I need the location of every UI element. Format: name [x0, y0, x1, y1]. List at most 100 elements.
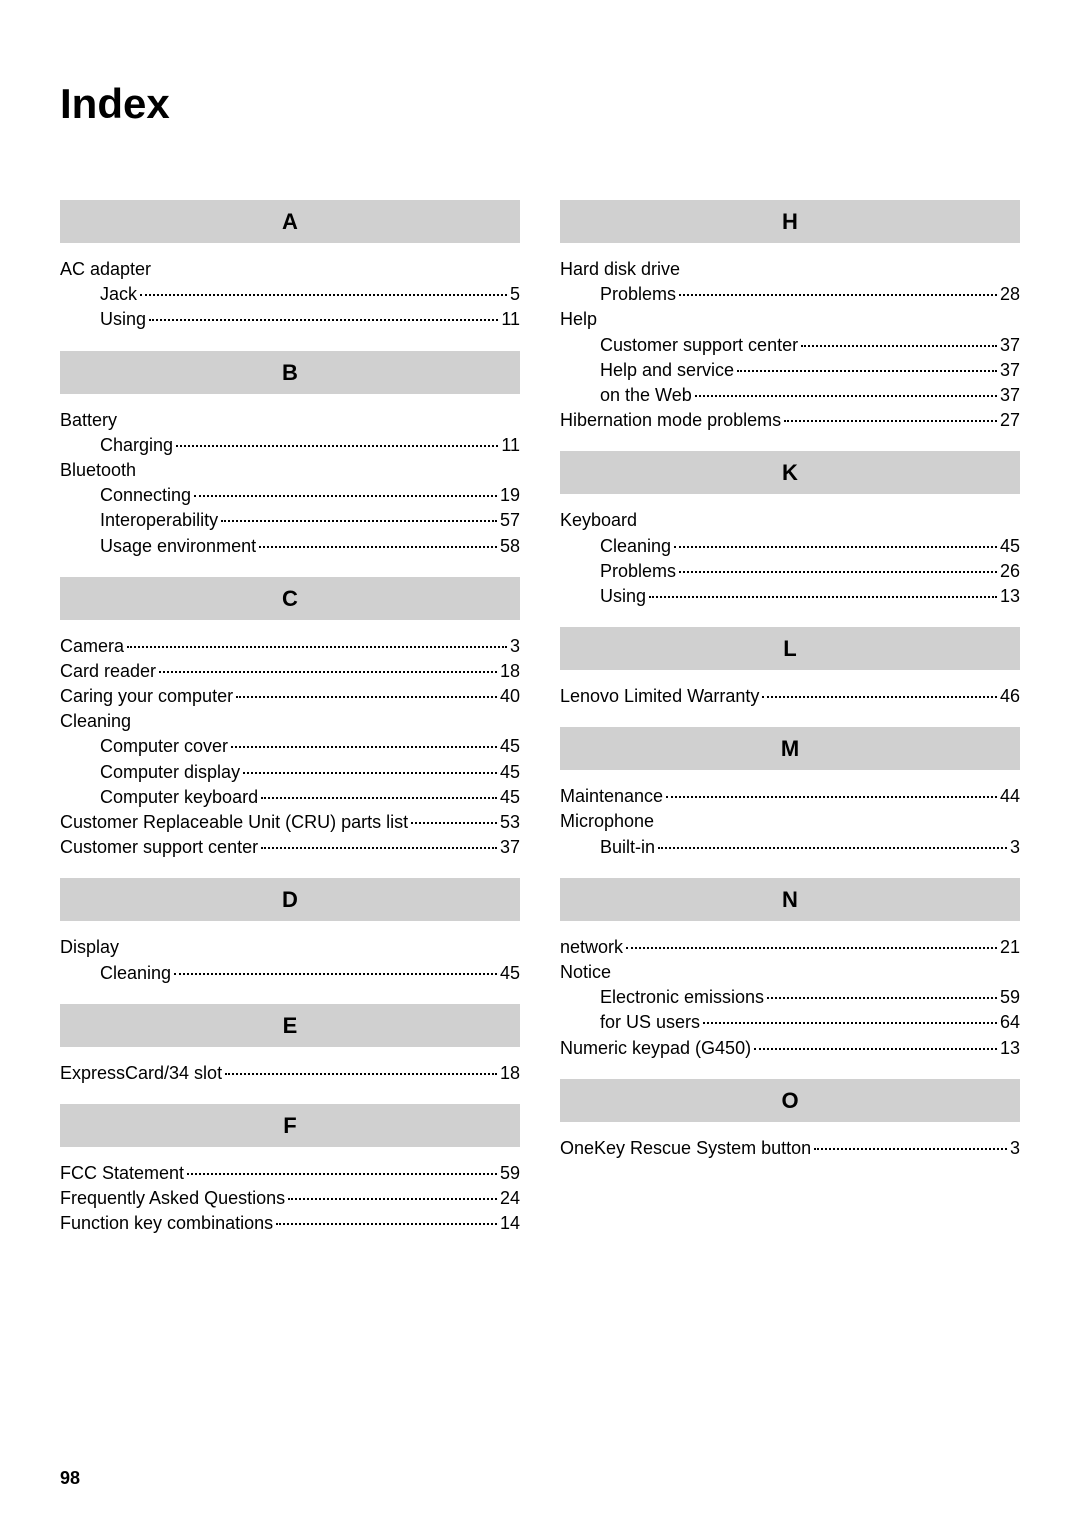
index-entry-label: on the Web: [600, 383, 692, 408]
index-entry-label: Caring your computer: [60, 684, 233, 709]
index-entry: AC adapter: [60, 257, 520, 282]
index-entry-label: Help and service: [600, 358, 734, 383]
leader-dots: [288, 1198, 497, 1200]
leader-dots: [225, 1073, 497, 1075]
index-entry: Frequently Asked Questions24: [60, 1186, 520, 1211]
index-entry: Customer Replaceable Unit (CRU) parts li…: [60, 810, 520, 835]
index-entry: Card reader 18: [60, 659, 520, 684]
index-entry: Battery: [60, 408, 520, 433]
index-entry-label: Microphone: [560, 809, 654, 834]
index-entry: Keyboard: [560, 508, 1020, 533]
letter-header: D: [60, 878, 520, 921]
leader-dots: [261, 847, 497, 849]
index-entry-page: 37: [1000, 358, 1020, 383]
index-entry-label: Using: [100, 307, 146, 332]
index-entry-page: 46: [1000, 684, 1020, 709]
index-entry-label: OneKey Rescue System button: [560, 1136, 811, 1161]
index-entry: Maintenance44: [560, 784, 1020, 809]
index-entry: FCC Statement59: [60, 1161, 520, 1186]
index-entry: Notice: [560, 960, 1020, 985]
index-section: F FCC Statement59Frequently Asked Questio…: [60, 1104, 520, 1237]
index-section: OOneKey Rescue System button3: [560, 1079, 1020, 1161]
leader-dots: [679, 294, 997, 296]
index-column: AAC adapterJack5Using11BBatteryCharging1…: [60, 200, 520, 1255]
index-entry: Function key combinations14: [60, 1211, 520, 1236]
index-section: EExpressCard/34 slot18: [60, 1004, 520, 1086]
index-entry-label: Electronic emissions: [600, 985, 764, 1010]
leader-dots: [149, 319, 498, 321]
leader-dots: [784, 420, 997, 422]
index-entry-label: Help: [560, 307, 597, 332]
leader-dots: [649, 596, 997, 598]
leader-dots: [127, 646, 507, 648]
index-entry-label: Computer keyboard: [100, 785, 258, 810]
leader-dots: [221, 520, 497, 522]
index-entry-page: 40: [500, 684, 520, 709]
letter-header: C: [60, 577, 520, 620]
index-entry-label: AC adapter: [60, 257, 151, 282]
index-entry-page: 59: [1000, 985, 1020, 1010]
leader-dots: [159, 671, 497, 673]
index-entry-label: Problems: [600, 282, 676, 307]
index-entry-label: Usage environment: [100, 534, 256, 559]
index-entry: Computer cover45: [60, 734, 520, 759]
leader-dots: [626, 947, 997, 949]
index-section: Nnetwork21NoticeElectronic emissions59fo…: [560, 878, 1020, 1061]
index-entry: Help: [560, 307, 1020, 332]
index-entry: Microphone: [560, 809, 1020, 834]
leader-dots: [411, 822, 497, 824]
index-entry: Computer keyboard 45: [60, 785, 520, 810]
index-section: KKeyboardCleaning45Problems26Using13: [560, 451, 1020, 609]
index-entry-page: 27: [1000, 408, 1020, 433]
index-entry-label: ExpressCard/34 slot: [60, 1061, 222, 1086]
letter-header: A: [60, 200, 520, 243]
index-entry: Usage environment58: [60, 534, 520, 559]
leader-dots: [762, 696, 997, 698]
leader-dots: [695, 395, 997, 397]
index-entry-label: network: [560, 935, 623, 960]
index-entry: Electronic emissions 59: [560, 985, 1020, 1010]
leader-dots: [140, 294, 507, 296]
index-entry-label: Connecting: [100, 483, 191, 508]
index-section: AAC adapterJack5Using11: [60, 200, 520, 333]
index-entry-label: Bluetooth: [60, 458, 136, 483]
index-entry-page: 14: [500, 1211, 520, 1236]
index-entry: Charging11: [60, 433, 520, 458]
index-entry: Caring your computer 40: [60, 684, 520, 709]
index-entry-page: 3: [510, 634, 520, 659]
index-entry-page: 45: [500, 760, 520, 785]
index-entry-page: 24: [500, 1186, 520, 1211]
index-entry-label: Keyboard: [560, 508, 637, 533]
index-entry: Display: [60, 935, 520, 960]
index-entry-page: 53: [500, 810, 520, 835]
index-entry-label: Card reader: [60, 659, 156, 684]
index-entry-page: 13: [1000, 1036, 1020, 1061]
index-entry-page: 37: [500, 835, 520, 860]
index-entry: Camera3: [60, 634, 520, 659]
index-entry-page: 18: [500, 659, 520, 684]
index-entry-label: Interoperability: [100, 508, 218, 533]
index-entry: on the Web 37: [560, 383, 1020, 408]
leader-dots: [679, 571, 997, 573]
letter-header: H: [560, 200, 1020, 243]
index-entry: Jack 5: [60, 282, 520, 307]
index-entry-label: Lenovo Limited Warranty: [560, 684, 759, 709]
index-entry: Help and service 37: [560, 358, 1020, 383]
index-entry-label: Jack: [100, 282, 137, 307]
leader-dots: [754, 1048, 997, 1050]
index-entry: Customer support center37: [60, 835, 520, 860]
index-entry-page: 45: [500, 961, 520, 986]
index-entry-page: 37: [1000, 383, 1020, 408]
index-entry-page: 45: [500, 785, 520, 810]
index-entry-page: 3: [1010, 1136, 1020, 1161]
leader-dots: [276, 1223, 497, 1225]
index-entry: Using13: [560, 584, 1020, 609]
index-entry-label: Hard disk drive: [560, 257, 680, 282]
index-entry: ExpressCard/34 slot18: [60, 1061, 520, 1086]
letter-header: F: [60, 1104, 520, 1147]
index-entry: Customer support center37: [560, 333, 1020, 358]
index-section: HHard disk driveProblems28HelpCustomer s…: [560, 200, 1020, 433]
index-entry-page: 5: [510, 282, 520, 307]
index-entry-label: Cleaning: [600, 534, 671, 559]
index-entry-page: 26: [1000, 559, 1020, 584]
